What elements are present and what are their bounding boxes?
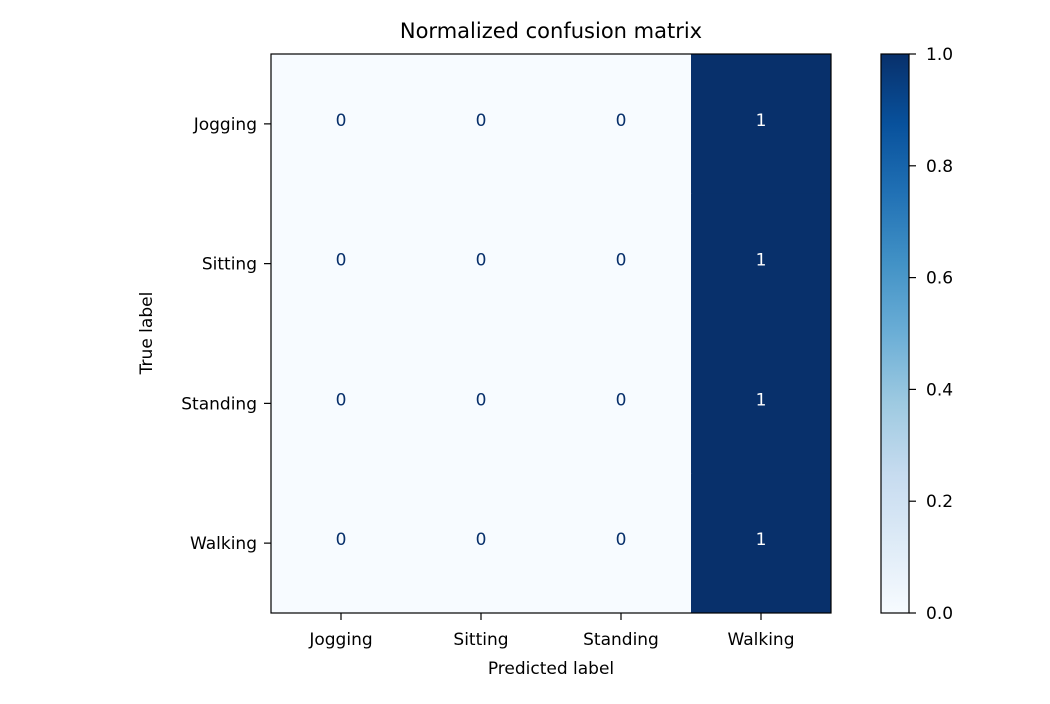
cell-value-label: 0 (336, 251, 347, 271)
colorbar-tick-label: 0.6 (926, 269, 953, 289)
matrix-cell (411, 54, 552, 195)
colorbar-tick-label: 0.0 (926, 604, 953, 624)
matrix-cell (691, 193, 832, 334)
cell-value-label: 1 (756, 111, 767, 131)
matrix-cells (271, 54, 832, 614)
cell-value-label: 0 (616, 111, 627, 131)
matrix-cell (551, 473, 692, 614)
cell-value-label: 0 (336, 530, 347, 550)
matrix-cell (551, 193, 692, 334)
x-tick-label: Walking (728, 630, 795, 650)
y-tick-label: Walking (190, 534, 257, 554)
matrix-cell (271, 333, 412, 474)
matrix-cell (271, 473, 412, 614)
colorbar-tick-label: 1.0 (926, 45, 953, 65)
matrix-cell (271, 54, 412, 195)
y-axis-label: True label (137, 292, 157, 376)
x-tick-label: Standing (583, 630, 659, 650)
colorbar-frame (880, 53, 910, 614)
y-tick-label: Standing (181, 394, 257, 414)
cell-value-label: 0 (476, 111, 487, 131)
matrix-cell (271, 193, 412, 334)
y-axis-ticks: Jogging Sitting Standing Walking (181, 115, 271, 554)
matrix-cell (411, 193, 552, 334)
y-tick-label: Sitting (202, 255, 257, 275)
colorbar-tick-label: 0.8 (926, 157, 953, 177)
matrix-cell (411, 473, 552, 614)
matrix-cell (411, 333, 552, 474)
cell-value-label: 0 (476, 390, 487, 410)
cell-value-label: 0 (476, 530, 487, 550)
cell-value-label: 0 (616, 530, 627, 550)
cell-value-label: 0 (476, 251, 487, 271)
cell-value-label: 0 (616, 390, 627, 410)
matrix-cell (691, 333, 832, 474)
cell-value-label: 0 (336, 111, 347, 131)
matrix-cell (551, 333, 692, 474)
cell-value-label: 1 (756, 390, 767, 410)
cell-value-label: 0 (336, 390, 347, 410)
colorbar-tick-label: 0.2 (926, 492, 953, 512)
cell-value-label: 1 (756, 530, 767, 550)
x-tick-label: Jogging (308, 630, 372, 650)
x-axis-label: Predicted label (488, 659, 614, 679)
y-tick-label: Jogging (193, 115, 257, 135)
matrix-cell (691, 54, 832, 195)
cell-value-label: 0 (616, 251, 627, 271)
x-tick-label: Sitting (453, 630, 508, 650)
colorbar-gradient (881, 54, 909, 613)
colorbar-tick-label: 0.4 (926, 380, 953, 400)
matrix-cell (551, 54, 692, 195)
cell-annotations: 0 0 0 1 0 0 0 1 0 0 0 1 0 0 0 1 (336, 111, 767, 550)
x-axis-ticks: Jogging Sitting Standing Walking (308, 613, 795, 650)
matrix-cell (691, 473, 832, 614)
chart-title: Normalized confusion matrix (400, 19, 702, 43)
colorbar-ticks: 0.0 0.2 0.4 0.6 0.8 1.0 (909, 45, 953, 624)
cell-value-label: 1 (756, 251, 767, 271)
axes-frame (270, 53, 832, 614)
